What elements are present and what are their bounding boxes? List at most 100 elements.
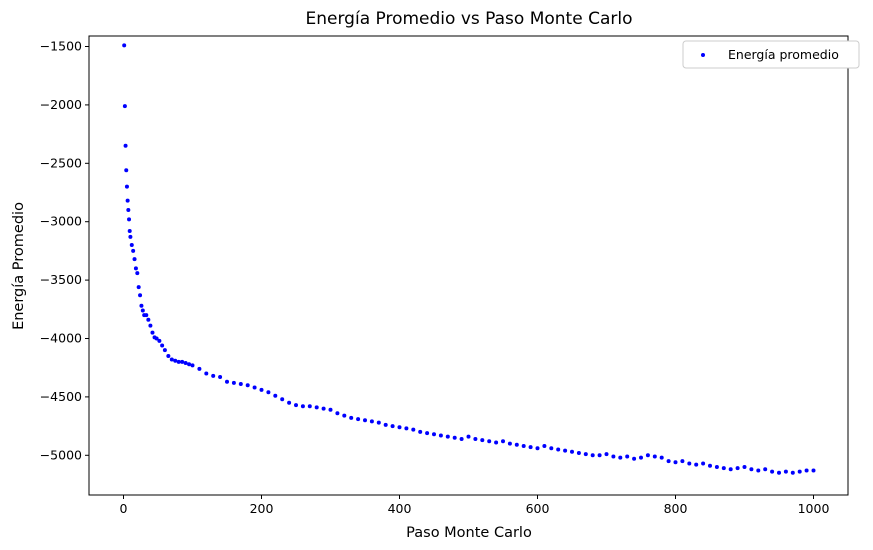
data-point [425, 431, 430, 436]
data-point [466, 434, 471, 439]
data-point [542, 443, 547, 448]
data-point [549, 446, 554, 451]
data-point [811, 468, 816, 473]
data-point [494, 440, 499, 445]
data-point [597, 453, 602, 458]
data-point [127, 217, 132, 222]
data-point [680, 459, 685, 464]
data-point [287, 400, 292, 405]
data-point [180, 359, 185, 364]
data-point [659, 455, 664, 460]
x-axis: 0 200 400 600 800 1000 [120, 495, 830, 516]
data-point [535, 446, 540, 451]
data-point [131, 248, 136, 253]
y-axis-label: Energía Promedio [11, 202, 27, 330]
data-point [190, 363, 195, 368]
data-point [749, 467, 754, 472]
data-point [570, 449, 574, 454]
data-point [127, 229, 132, 234]
data-point [411, 427, 416, 432]
data-point [294, 403, 298, 408]
data-point [687, 461, 692, 466]
data-point [666, 459, 671, 464]
data-point [583, 452, 588, 457]
data-point [238, 382, 243, 387]
data-point [363, 418, 367, 423]
x-tick-label: 600 [526, 501, 550, 516]
x-tick-label: 1000 [798, 501, 830, 516]
y-tick-label: −1500 [40, 39, 82, 54]
data-point [160, 343, 165, 348]
y-tick-label: −4500 [40, 389, 82, 404]
data-point [501, 439, 505, 444]
plot-frame [88, 35, 849, 496]
data-point [728, 467, 733, 472]
data-point [140, 308, 145, 313]
data-point [157, 338, 162, 343]
data-point [556, 447, 561, 452]
data-point [300, 404, 305, 409]
y-tick-label: −5000 [40, 447, 82, 462]
data-point [307, 404, 312, 409]
data-point [328, 407, 333, 412]
data-point [611, 454, 616, 459]
data-point [280, 397, 285, 402]
data-point [259, 387, 264, 392]
data-point [138, 293, 143, 298]
data-point [735, 466, 740, 471]
data-point [770, 469, 775, 474]
legend-marker [701, 53, 705, 57]
data-point [122, 104, 127, 109]
data-point [514, 442, 519, 447]
data-point [632, 456, 637, 461]
data-point [604, 452, 609, 457]
legend-label: Energía promedio [728, 47, 839, 62]
data-point [645, 453, 650, 458]
data-point [349, 415, 354, 420]
data-point [783, 469, 788, 474]
plot-area [122, 43, 816, 475]
data-point [128, 234, 133, 239]
data-point [777, 470, 781, 475]
data-point [123, 143, 128, 148]
data-point [452, 435, 457, 440]
data-point [652, 454, 657, 459]
x-tick-label: 0 [120, 501, 128, 516]
data-point [376, 420, 381, 425]
data-point [148, 323, 153, 328]
data-point [418, 429, 423, 434]
data-point [473, 436, 478, 441]
data-point [618, 455, 623, 460]
data-point [369, 419, 374, 424]
data-point [356, 417, 361, 422]
data-point [166, 354, 171, 359]
y-tick-label: −2500 [40, 155, 82, 170]
data-point [144, 313, 149, 318]
data-point [218, 375, 223, 380]
data-point [125, 198, 130, 203]
data-point [132, 257, 137, 262]
data-point [432, 432, 436, 437]
data-point [521, 443, 526, 448]
data-point [129, 243, 134, 248]
data-point [383, 422, 388, 427]
legend-box [682, 40, 860, 69]
data-point [528, 445, 533, 450]
data-point [136, 285, 141, 290]
data-point [135, 271, 140, 276]
data-point [124, 184, 129, 189]
data-point [576, 450, 581, 455]
y-tick-label: −3000 [40, 214, 82, 229]
data-point [176, 359, 181, 364]
data-point [507, 441, 512, 446]
data-point [763, 467, 768, 472]
data-point [139, 303, 144, 308]
data-point [487, 439, 492, 444]
y-axis: −1500 −2000 −2500 −3000 −3500 −4000 −4500 −5000 [40, 39, 89, 462]
data-point [708, 463, 712, 468]
data-point [480, 438, 485, 443]
data-point [342, 413, 347, 418]
x-tick-label: 200 [250, 501, 274, 516]
data-point [154, 336, 159, 341]
data-point [266, 390, 271, 395]
